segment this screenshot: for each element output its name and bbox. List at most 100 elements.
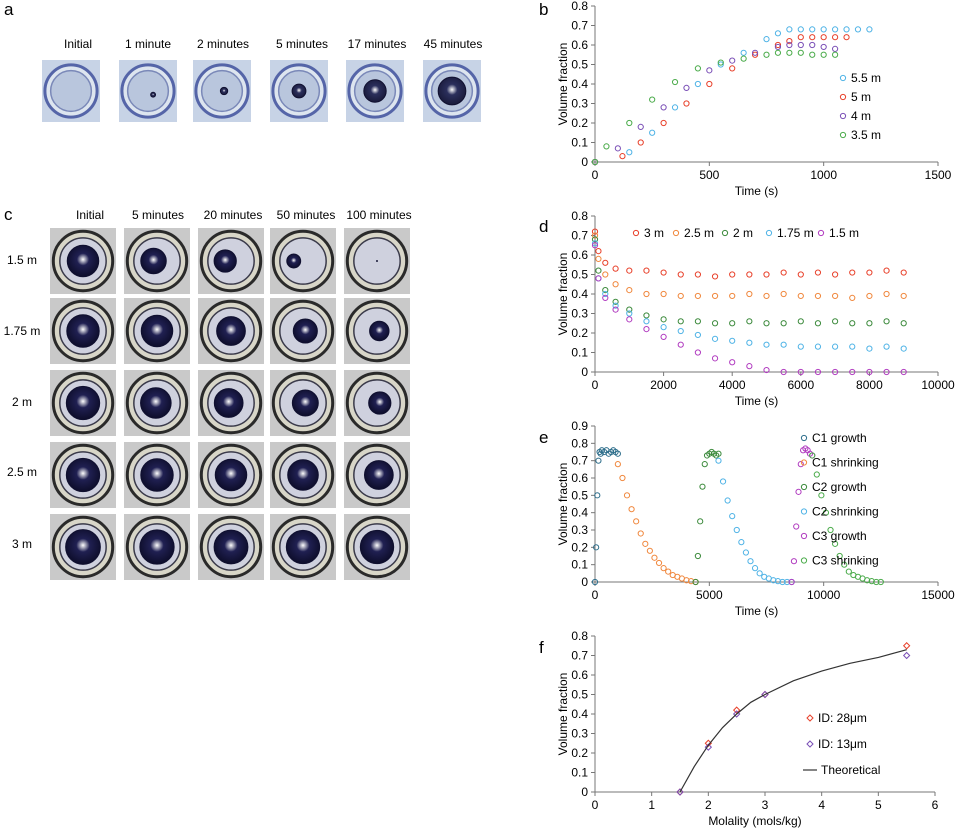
data-point	[711, 335, 719, 342]
micrograph	[198, 514, 264, 580]
data-point	[809, 34, 816, 41]
panel-letter-e: e	[539, 428, 549, 447]
data-point	[763, 36, 770, 43]
data-point	[694, 271, 702, 278]
x-tick-label: 5	[875, 798, 882, 812]
data-point	[729, 57, 736, 64]
data-point	[740, 55, 747, 62]
time-label: 45 minutes	[423, 37, 483, 51]
data-point	[594, 492, 601, 499]
data-point	[797, 368, 804, 376]
y-axis-title: Volume fraction	[556, 463, 570, 546]
data-point	[626, 306, 633, 313]
data-point	[729, 65, 736, 72]
data-point	[814, 269, 822, 276]
data-point	[849, 320, 856, 327]
data-point	[780, 269, 787, 276]
y-tick-label: 0.4	[571, 287, 588, 301]
data-point	[774, 43, 782, 51]
x-tick-label: 0	[592, 798, 599, 812]
data-point	[660, 290, 667, 298]
data-point	[619, 153, 626, 160]
data-point	[660, 565, 667, 572]
data-point	[612, 265, 619, 272]
data-point	[729, 271, 736, 278]
data-point	[843, 26, 850, 33]
legend-marker	[800, 459, 808, 466]
data-point	[692, 578, 699, 586]
data-point	[902, 651, 911, 660]
x-tick-label: 1500	[925, 168, 952, 182]
data-point	[729, 292, 736, 300]
time-label: Initial	[63, 37, 92, 51]
data-point	[637, 530, 644, 537]
data-point	[683, 84, 690, 92]
data-point	[843, 34, 850, 41]
data-point	[883, 343, 890, 350]
data-point	[694, 80, 702, 88]
data-point	[845, 568, 852, 575]
y-tick-label: 0.5	[571, 488, 588, 502]
data-point	[677, 292, 684, 300]
data-point	[832, 34, 839, 41]
data-point	[711, 320, 719, 327]
y-tick-label: 0.3	[571, 97, 588, 111]
data-point	[591, 578, 599, 586]
micrograph	[119, 60, 177, 122]
data-point	[706, 67, 713, 74]
legend-label: ID: 28μm	[818, 711, 867, 725]
legend-label: 4 m	[851, 109, 871, 123]
time-label: 5 minutes	[275, 37, 329, 51]
data-point	[717, 61, 724, 68]
micrograph	[270, 514, 336, 580]
data-point	[763, 271, 770, 278]
chart-f: 0 0.1 0.2 0.3 0.4 0.5 0.6 0.7 0.8 0 1 2 3 4 5 6 Molality…	[556, 629, 939, 828]
data-point	[742, 549, 750, 556]
data-point	[706, 80, 713, 88]
data-point	[763, 292, 770, 300]
data-point	[774, 578, 782, 585]
data-point	[763, 366, 770, 374]
y-tick-label: 0.2	[571, 326, 588, 340]
data-point	[809, 26, 816, 33]
legend-marker	[800, 557, 808, 564]
data-point	[780, 290, 787, 298]
x-tick-label: 500	[699, 168, 719, 182]
x-tick-label: 0	[592, 588, 599, 602]
data-point	[660, 269, 667, 276]
data-point	[651, 554, 658, 561]
y-tick-label: 0.2	[571, 746, 588, 760]
data-point	[797, 461, 804, 468]
data-point	[786, 49, 793, 56]
row-label: 1.75 m	[3, 324, 41, 338]
y-tick-label: 0.7	[571, 19, 588, 33]
data-point	[694, 318, 702, 325]
data-point	[866, 368, 873, 376]
panel-letter-d: d	[539, 217, 549, 236]
y-tick-label: 0.8	[571, 629, 588, 643]
row-label: 1.5 m	[6, 253, 37, 267]
data-point	[854, 26, 862, 33]
data-point	[626, 119, 633, 127]
data-point	[643, 267, 650, 274]
series-line	[679, 649, 907, 793]
y-axis-title: Volume fraction	[556, 673, 570, 756]
data-point	[820, 26, 827, 33]
data-point	[591, 236, 599, 243]
data-point	[814, 320, 822, 327]
data-point	[866, 345, 873, 352]
data-point	[820, 34, 827, 41]
data-point	[671, 104, 679, 111]
data-point	[591, 232, 599, 239]
data-point	[820, 43, 827, 51]
data-point	[602, 290, 609, 298]
x-tick-label: 1000	[810, 168, 837, 182]
y-tick-label: 0.4	[571, 707, 588, 721]
data-point	[729, 337, 736, 344]
data-point	[643, 312, 650, 319]
column-label: 5 minutes	[131, 208, 185, 222]
y-tick-label: 0.5	[571, 688, 588, 702]
data-point	[797, 271, 804, 278]
legend-label: C1 shrinking	[812, 456, 879, 470]
legend-marker	[800, 483, 808, 491]
